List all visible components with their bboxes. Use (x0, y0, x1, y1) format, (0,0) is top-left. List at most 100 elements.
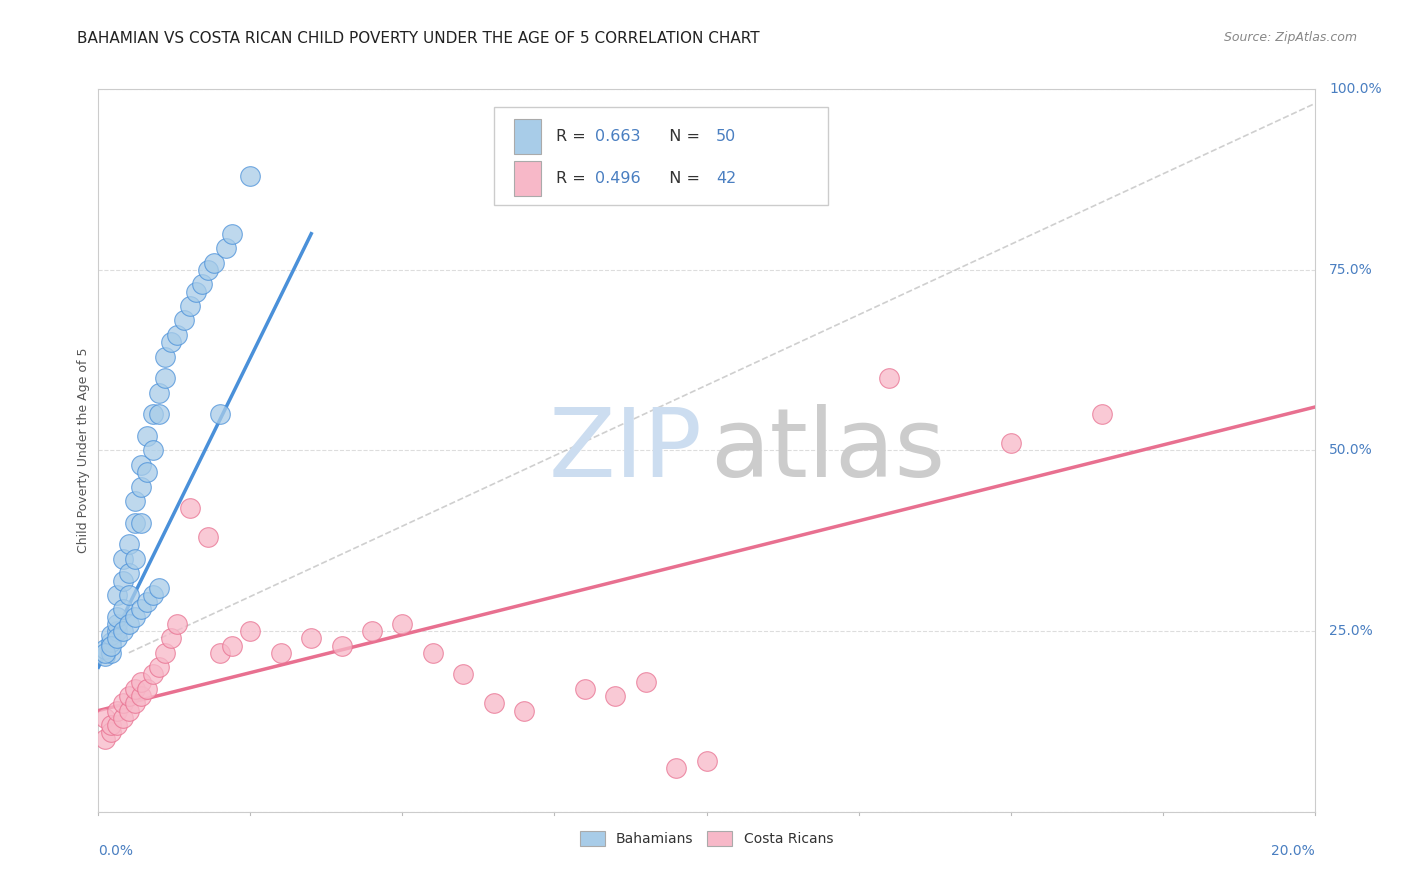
Point (215, 241, 238, 255)
Point (209, 407, 232, 421)
Point (136, 681, 159, 696)
Text: BAHAMIAN VS COSTA RICAN CHILD POVERTY UNDER THE AGE OF 5 CORRELATION CHART: BAHAMIAN VS COSTA RICAN CHILD POVERTY UN… (77, 31, 761, 46)
Point (453, 667, 475, 681)
Point (93, 732, 115, 747)
Point (142, 407, 165, 421)
Text: 50.0%: 50.0% (1329, 443, 1372, 458)
Text: N =: N = (659, 171, 706, 186)
Text: 50: 50 (716, 128, 737, 144)
Point (422, 646, 444, 660)
Text: 75.0%: 75.0% (1329, 263, 1372, 277)
Point (129, 480, 152, 494)
Text: R =: R = (555, 128, 591, 144)
Point (239, 169, 262, 183)
Point (155, 646, 177, 660)
Point (330, 639, 353, 653)
Point (142, 588, 165, 602)
Point (124, 681, 146, 696)
Point (160, 632, 183, 646)
Point (1000, 436, 1022, 450)
Point (148, 385, 170, 400)
Point (605, 689, 627, 703)
Point (124, 696, 146, 710)
Point (1091, 407, 1114, 421)
Point (105, 632, 128, 646)
Point (142, 667, 165, 681)
Point (118, 566, 141, 581)
Point (100, 725, 122, 739)
Point (111, 574, 134, 588)
Point (391, 616, 413, 631)
Point (361, 624, 384, 639)
Point (513, 704, 536, 718)
Point (100, 639, 122, 653)
Point (93, 649, 115, 664)
Point (482, 696, 505, 710)
Text: ZIP: ZIP (548, 404, 703, 497)
Point (136, 429, 159, 443)
Text: 20.0%: 20.0% (1271, 844, 1315, 858)
Bar (515, 161, 541, 196)
Point (118, 704, 141, 718)
Point (166, 616, 188, 631)
Point (665, 761, 688, 775)
Point (93, 642, 115, 657)
Point (160, 334, 183, 349)
Point (129, 458, 152, 472)
Point (100, 718, 122, 732)
Point (93, 711, 115, 725)
Point (184, 285, 207, 299)
Text: atlas: atlas (710, 404, 945, 497)
Text: 0.0%: 0.0% (98, 844, 134, 858)
Point (209, 646, 232, 660)
Point (877, 371, 900, 385)
Point (124, 516, 146, 530)
Point (270, 646, 292, 660)
Point (129, 602, 152, 616)
Point (105, 616, 128, 631)
Point (166, 327, 188, 342)
FancyBboxPatch shape (494, 107, 828, 205)
Point (100, 628, 122, 642)
Point (202, 255, 225, 269)
Bar (515, 119, 541, 153)
Point (221, 639, 243, 653)
Point (118, 588, 141, 602)
Point (136, 595, 159, 609)
Y-axis label: Child Poverty Under the Age of 5: Child Poverty Under the Age of 5 (77, 348, 90, 553)
Point (179, 299, 201, 313)
Point (173, 313, 195, 327)
Point (221, 227, 243, 241)
Point (129, 516, 152, 530)
Point (105, 588, 128, 602)
Point (111, 696, 134, 710)
Text: 0.496: 0.496 (595, 171, 640, 186)
Point (100, 646, 122, 660)
Point (148, 660, 170, 674)
Point (111, 624, 134, 639)
Point (239, 624, 262, 639)
Point (100, 635, 122, 649)
Point (197, 530, 219, 544)
Point (111, 551, 134, 566)
Point (105, 609, 128, 624)
Point (118, 616, 141, 631)
Point (148, 581, 170, 595)
Point (129, 689, 152, 703)
Point (111, 602, 134, 616)
Point (118, 537, 141, 551)
Legend: Bahamians, Costa Ricans: Bahamians, Costa Ricans (575, 826, 838, 852)
Point (179, 501, 201, 516)
Text: 0.663: 0.663 (595, 128, 640, 144)
Point (105, 718, 128, 732)
Text: R =: R = (555, 171, 591, 186)
Point (124, 494, 146, 508)
Text: 42: 42 (716, 171, 737, 186)
Point (124, 609, 146, 624)
Point (634, 674, 657, 689)
Point (574, 681, 596, 696)
Text: N =: N = (659, 128, 706, 144)
Point (142, 443, 165, 458)
Point (148, 407, 170, 421)
Text: 25.0%: 25.0% (1329, 624, 1372, 638)
